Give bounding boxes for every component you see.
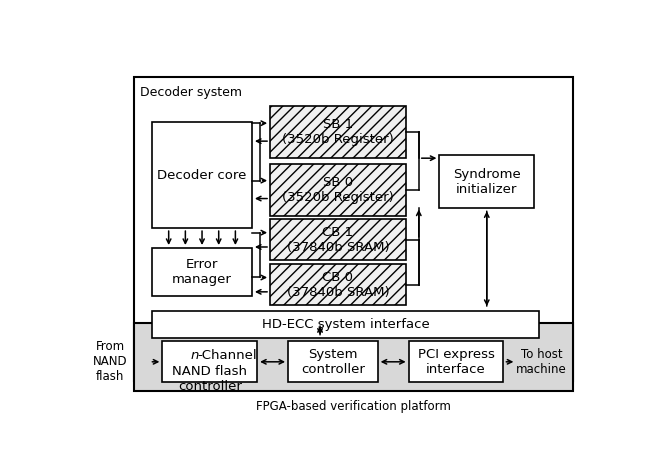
Bar xyxy=(152,248,252,296)
Text: Syndrome
initializer: Syndrome initializer xyxy=(453,167,520,196)
Bar xyxy=(134,323,573,391)
Bar xyxy=(270,264,406,305)
Bar xyxy=(152,311,540,337)
Bar xyxy=(270,164,406,216)
Text: SB 1
(3520b Register): SB 1 (3520b Register) xyxy=(282,118,394,146)
Bar xyxy=(134,77,573,381)
Bar xyxy=(270,106,406,158)
Text: CB 0
(37840b SRAM): CB 0 (37840b SRAM) xyxy=(287,271,389,299)
Bar xyxy=(440,155,534,208)
Bar xyxy=(288,341,378,383)
Text: NAND flash
controller: NAND flash controller xyxy=(172,365,247,393)
Text: System
controller: System controller xyxy=(301,348,365,376)
Text: FPGA-based verification platform: FPGA-based verification platform xyxy=(256,400,451,413)
Text: Decoder core: Decoder core xyxy=(158,169,247,182)
Text: SB 0
(3520b Register): SB 0 (3520b Register) xyxy=(282,176,394,204)
Text: CB 1
(37840b SRAM): CB 1 (37840b SRAM) xyxy=(287,226,389,254)
Text: n: n xyxy=(190,349,199,362)
Bar xyxy=(408,341,504,383)
Text: Decoder system: Decoder system xyxy=(140,86,242,99)
Text: PCI express
interface: PCI express interface xyxy=(418,348,495,376)
Bar xyxy=(162,341,257,383)
Bar xyxy=(270,219,406,260)
Text: HD-ECC system interface: HD-ECC system interface xyxy=(261,318,430,331)
Text: To host
machine: To host machine xyxy=(516,348,567,376)
Text: Error
manager: Error manager xyxy=(172,258,232,286)
Bar xyxy=(152,122,252,228)
Text: -Channel: -Channel xyxy=(197,349,257,362)
Text: From
NAND
flash: From NAND flash xyxy=(93,340,128,384)
